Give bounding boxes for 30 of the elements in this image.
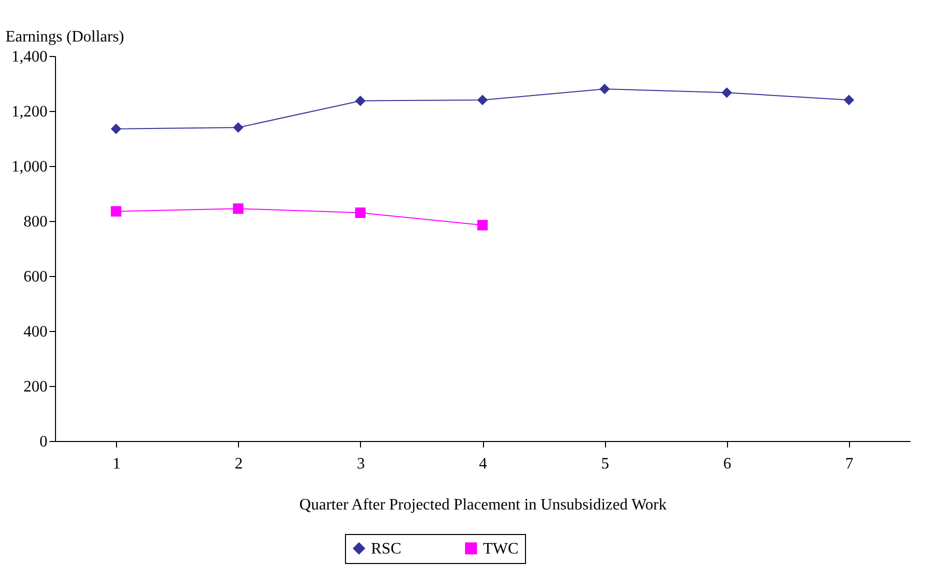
y-tick-label: 400 (24, 324, 48, 340)
x-tick-label: 2 (234, 456, 243, 472)
y-axis-title: Earnings (Dollars) (6, 28, 124, 46)
point (722, 87, 732, 98)
x-tick-label: 1 (112, 456, 121, 472)
point (477, 220, 488, 230)
point (232, 203, 244, 214)
legend-label: RSC (371, 540, 402, 558)
y-tick-label: 1,400 (12, 48, 48, 66)
y-tick-label: 600 (24, 268, 48, 286)
point (355, 208, 366, 218)
y-tick-label: 1,000 (12, 158, 48, 176)
legend-label: TWC (483, 540, 519, 558)
point (232, 122, 244, 133)
x-axis-title: Quarter After Projected Placement in Unsubsidized Work (299, 496, 667, 514)
x-tick-label: 4 (479, 456, 487, 472)
x-tick-label: 3 (356, 456, 365, 472)
point (110, 206, 122, 217)
point (477, 94, 488, 106)
y-tick-label: 0 (40, 434, 48, 450)
point (599, 84, 610, 94)
point (844, 94, 854, 106)
point (110, 124, 122, 134)
y-tick-label: 200 (24, 378, 48, 396)
point (355, 96, 366, 106)
x-tick-label: 5 (601, 456, 610, 472)
y-tick-label: 800 (24, 214, 48, 230)
x-tick-label: 6 (723, 456, 732, 472)
x-tick-label: 7 (845, 456, 854, 472)
y-tick-label: 1,200 (12, 104, 48, 120)
